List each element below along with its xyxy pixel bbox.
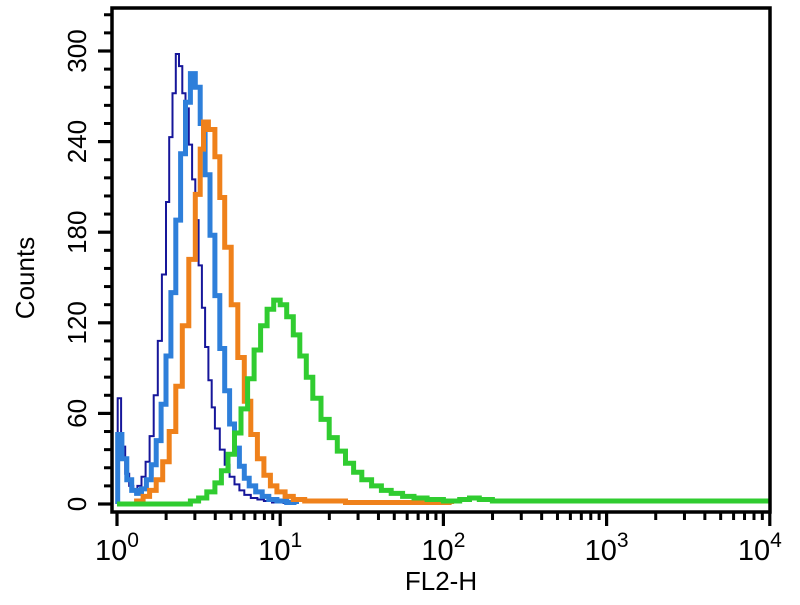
x-tick-label: 101 [258,529,302,567]
y-tick-label: 300 [62,29,92,72]
y-tick-label: 0 [62,497,92,511]
series-green-positive [117,297,770,507]
series-orange-negative [117,119,455,507]
x-tick-label: 103 [585,529,629,567]
x-axis-title: FL2-H [405,566,477,596]
y-tick-label: 240 [62,120,92,163]
series-dark-blue-control [116,53,285,505]
histogram-series [115,53,770,507]
y-axis-title: Counts [10,237,40,319]
y-tick-label: 180 [62,211,92,254]
x-tick-labels: 100 101 102 103 104 [95,529,782,567]
x-tick-label: 100 [95,529,139,567]
x-tick-label: 102 [421,529,465,567]
series-light-blue-isotype [115,71,299,507]
x-tick-label: 104 [738,529,782,567]
y-tick-label: 60 [62,399,92,428]
y-tick-labels: 0 60 120 180 240 300 [62,29,92,511]
plot-border [110,6,772,514]
y-tick-label: 120 [62,301,92,344]
